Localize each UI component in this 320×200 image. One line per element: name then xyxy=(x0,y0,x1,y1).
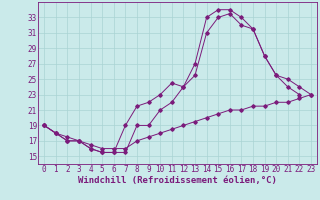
X-axis label: Windchill (Refroidissement éolien,°C): Windchill (Refroidissement éolien,°C) xyxy=(78,176,277,185)
